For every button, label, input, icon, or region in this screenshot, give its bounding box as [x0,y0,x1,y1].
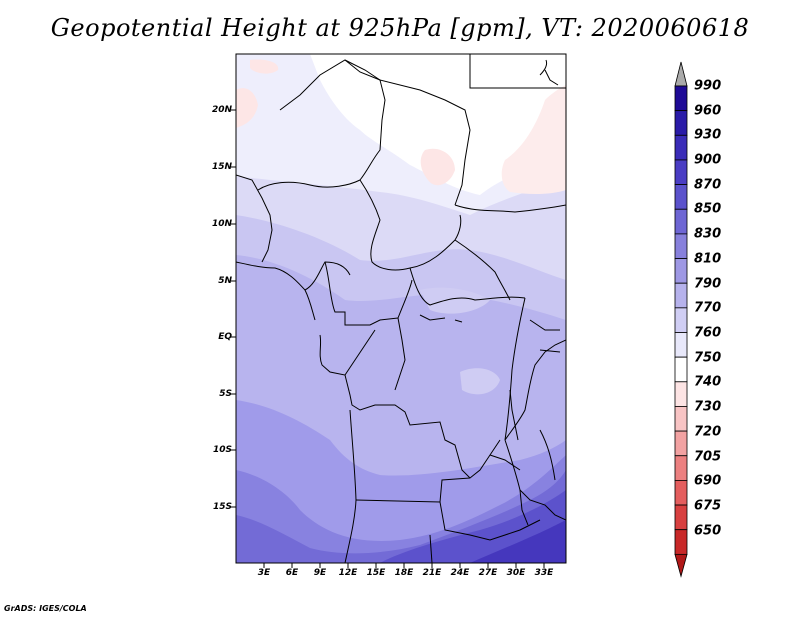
colorbar-swatch [674,134,688,161]
colorbar-label: 930 [694,127,722,143]
map-title: Geopotential Height at 925hPa [gpm], VT:… [50,14,750,42]
colorbar-label: 990 [694,78,722,94]
lon-label-9e: 9E [313,568,327,578]
colorbar-swatch [674,504,688,531]
colorbar-swatch [674,332,688,358]
lon-label-3e: 3E [257,568,271,578]
colorbar-swatch [674,233,688,259]
lat-label-20n: 20N [211,105,232,115]
colorbar-label: 720 [694,424,722,440]
colorbar-label: 690 [694,473,722,489]
lat-label-15s: 15S [212,502,232,512]
colorbar-label: 730 [694,399,722,415]
colorbar-swatch [674,406,688,432]
lon-label-30e: 30E [506,568,526,578]
colorbar-label: 960 [694,103,722,119]
lon-label-33e: 33E [534,568,554,578]
colorbar-label: 900 [694,152,722,168]
colorbar-swatch [674,258,688,284]
colorbar-label: 830 [694,226,722,242]
colorbar-label: 650 [694,523,722,539]
colorbar-swatch [674,529,688,555]
colorbar-swatch [674,455,688,481]
lon-label-27e: 27E [478,568,498,578]
footer-credit: GrADS: IGES/COLA [4,604,87,613]
country-borders [236,54,566,563]
colorbar-label: 740 [694,374,722,390]
colorbar-swatch [674,184,688,210]
colorbar-swatch [674,356,688,383]
height-field [236,54,566,563]
lon-label-12e: 12E [338,568,358,578]
lon-label-24e: 24E [450,568,470,578]
colorbar-swatch [674,381,688,407]
colorbar [674,61,688,578]
colorbar-swatch [674,110,688,136]
lat-label-eq: EQ [218,332,232,342]
lon-label-21e: 21E [422,568,442,578]
colorbar-label: 770 [694,300,722,316]
lon-label-15e: 15E [366,568,386,578]
lon-label-6e: 6E [285,568,299,578]
lon-ticks [263,563,545,568]
colorbar-swatch [674,307,688,333]
colorbar-label: 705 [694,449,722,465]
colorbar-label: 790 [694,276,722,292]
colorbar-swatch [674,208,688,235]
colorbar-swatch [674,282,688,309]
lat-ticks [231,109,236,508]
lat-label-15n: 15N [211,162,232,172]
colorbar-swatch [674,479,688,506]
colorbar-label: 760 [694,325,722,341]
colorbar-top-arrow [674,61,688,87]
lat-label-5n: 5N [218,276,232,286]
colorbar-label: 750 [694,350,722,366]
colorbar-swatch [674,85,688,112]
colorbar-bottom-arrow [674,553,688,578]
lon-label-18e: 18E [394,568,414,578]
colorbar-swatch [674,430,688,457]
colorbar-label: 810 [694,251,722,267]
map-frame [235,53,567,564]
colorbar-swatch [674,159,688,185]
colorbar-label: 850 [694,201,722,217]
lat-label-10n: 10N [211,219,232,229]
colorbar-label: 675 [694,498,722,514]
lat-label-5s: 5S [219,389,232,399]
lat-label-10s: 10S [212,445,232,455]
colorbar-label: 870 [694,177,722,193]
